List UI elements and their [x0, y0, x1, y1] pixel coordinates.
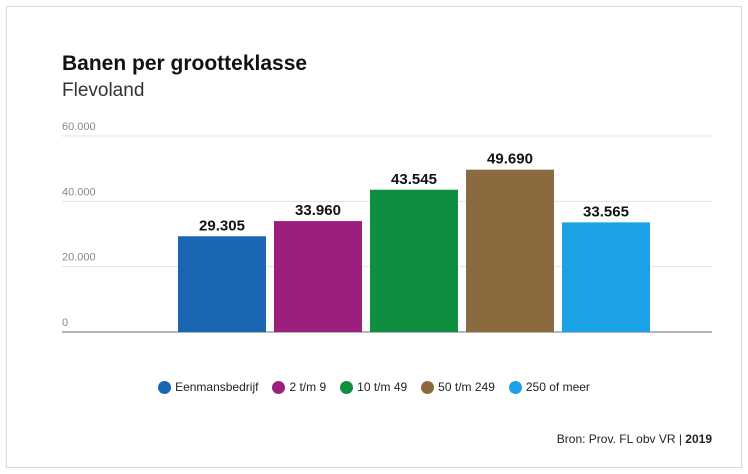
bar-value-label: 33.960: [295, 202, 341, 219]
legend-swatch: [272, 380, 286, 394]
bar-value-label: 29.305: [199, 217, 245, 234]
bar-value-label: 33.565: [583, 203, 629, 220]
legend-swatch: [508, 380, 522, 394]
legend-label: 2 t/m 9: [289, 380, 327, 394]
bar-4: [466, 169, 554, 332]
legend-label: 50 t/m 249: [438, 380, 495, 394]
legend-item: 250 of meer: [508, 380, 590, 394]
legend-item: 2 t/m 9: [272, 380, 326, 394]
bar-3: [370, 189, 458, 332]
legend-swatch: [421, 380, 435, 394]
bar-value-label: 49.690: [487, 151, 533, 168]
legend-label: Eenmansbedrijf: [175, 380, 259, 394]
legend-item: Eenmansbedrijf: [158, 380, 258, 394]
source-year: 2019: [685, 432, 712, 446]
legend-swatch: [158, 380, 172, 394]
bar-2: [274, 221, 362, 332]
source-note: Bron: Prov. FL obv VR | 2019: [557, 432, 712, 446]
legend-label: 250 of meer: [525, 380, 590, 394]
chart-legend: Eenmansbedrijf 2 t/m 9 10 t/m 49 50 t/m 249…: [0, 380, 748, 394]
chart-title: Banen per grootteklasse: [62, 52, 308, 75]
y-tick-label: 40.000: [62, 186, 96, 198]
legend-item: 50 t/m 249: [421, 380, 495, 394]
legend-label: 10 t/m 49: [357, 380, 408, 394]
bar-value-label: 43.545: [391, 171, 437, 188]
y-tick-label: 60.000: [62, 121, 96, 133]
chart-subtitle: Flevoland: [62, 80, 145, 101]
y-tick-label: 20.000: [62, 252, 96, 264]
bar-5: [562, 222, 650, 332]
y-tick-label: 0: [62, 317, 68, 329]
legend-swatch: [340, 380, 354, 394]
legend-item: 10 t/m 49: [340, 380, 407, 394]
source-text: Bron: Prov. FL obv VR: [556, 432, 676, 446]
source-separator: |: [675, 432, 686, 446]
bar-1: [178, 236, 266, 332]
